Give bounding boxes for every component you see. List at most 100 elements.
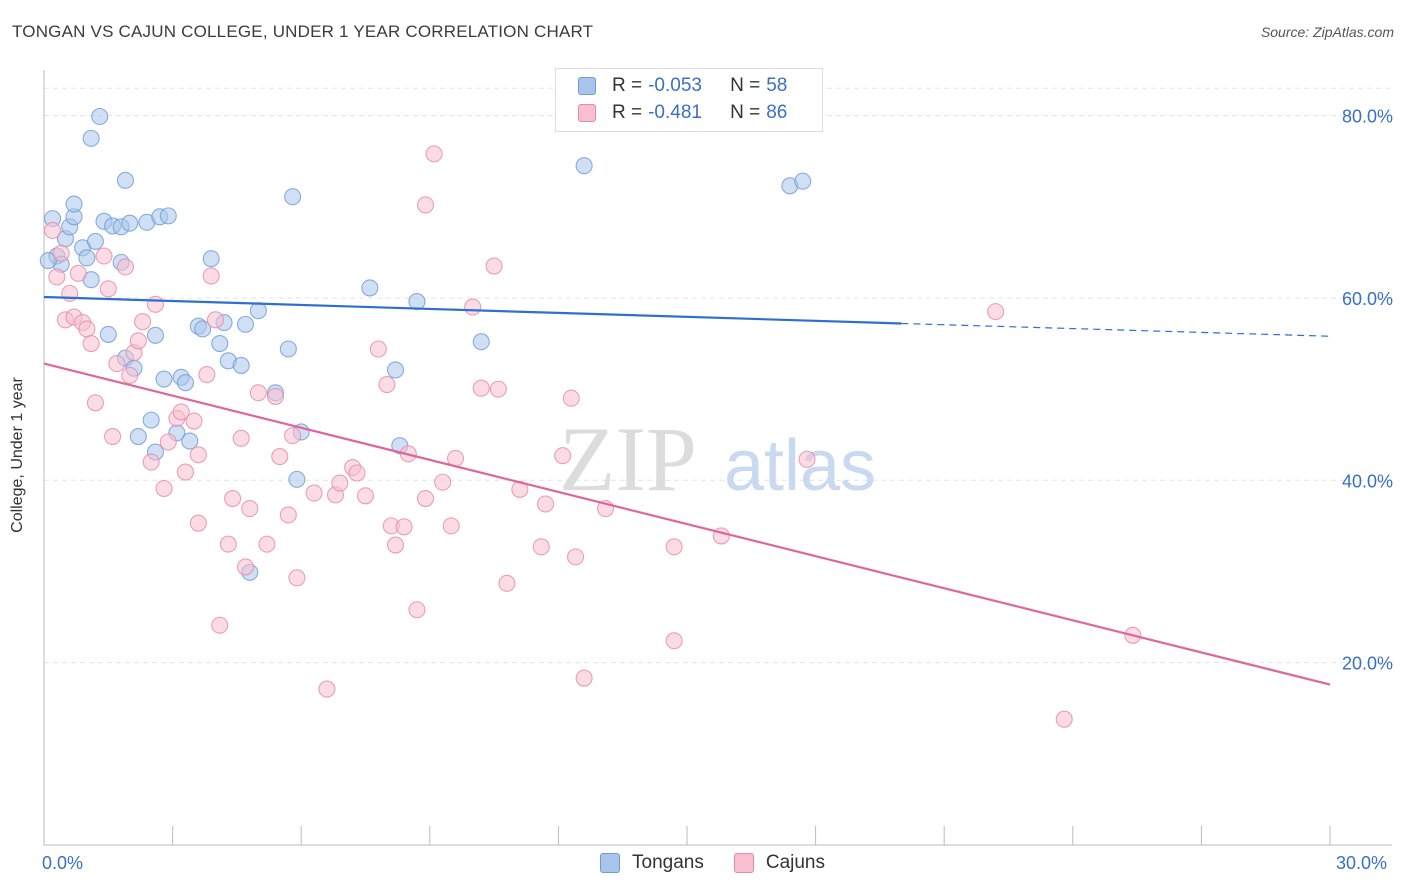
data-point bbox=[485, 257, 503, 275]
data-point bbox=[198, 365, 216, 384]
legend-r-value: -0.481 bbox=[648, 102, 702, 123]
y-tick-labels: 20.0% 40.0% 60.0% 80.0% bbox=[1342, 107, 1393, 674]
legend-n-label: N = bbox=[730, 102, 761, 123]
data-point bbox=[189, 514, 207, 532]
data-point bbox=[116, 171, 134, 189]
data-point bbox=[189, 446, 207, 464]
data-point bbox=[129, 332, 147, 350]
legend-swatch-cajuns bbox=[578, 104, 596, 122]
bottom-legend-label-tongans: Tongans bbox=[632, 852, 704, 873]
data-point bbox=[288, 569, 306, 587]
data-point bbox=[575, 669, 593, 687]
data-point bbox=[155, 370, 173, 388]
data-point bbox=[224, 489, 242, 508]
data-point bbox=[305, 484, 323, 502]
legend-row-cajuns: R = -0.481 N = 86 bbox=[578, 101, 787, 125]
data-point bbox=[798, 450, 816, 468]
legend-n-value: 58 bbox=[766, 75, 788, 96]
legend-n-label: N = bbox=[730, 75, 761, 96]
data-point bbox=[284, 427, 302, 445]
data-point bbox=[86, 232, 104, 250]
data-point bbox=[91, 107, 109, 126]
data-point bbox=[266, 387, 285, 405]
data-point bbox=[121, 366, 139, 384]
bottom-legend-label-cajuns: Cajuns bbox=[765, 852, 825, 873]
data-point bbox=[386, 361, 405, 379]
data-point bbox=[155, 479, 173, 498]
data-point bbox=[575, 157, 593, 175]
data-point bbox=[48, 268, 66, 286]
data-point bbox=[532, 538, 550, 556]
legend: R = -0.053 N = 58 R = -0.481 N = 86 bbox=[555, 68, 823, 132]
data-point bbox=[987, 303, 1005, 321]
data-point bbox=[146, 295, 165, 313]
data-point bbox=[104, 427, 122, 446]
data-point bbox=[369, 340, 387, 358]
data-point bbox=[241, 500, 259, 518]
legend-r-label: R = bbox=[612, 75, 643, 96]
data-point bbox=[108, 355, 126, 373]
data-point bbox=[386, 536, 405, 554]
data-point bbox=[498, 574, 516, 592]
y-axis-label: College, Under 1 year bbox=[9, 377, 26, 533]
data-point bbox=[159, 433, 177, 451]
bottom-legend-swatch-cajuns bbox=[733, 853, 754, 873]
data-point bbox=[142, 453, 160, 471]
data-point bbox=[284, 188, 302, 206]
data-point bbox=[1055, 710, 1073, 728]
data-point bbox=[99, 280, 117, 298]
data-point bbox=[211, 616, 229, 634]
bottom-legend-tongans[interactable]: Tongans bbox=[600, 852, 704, 874]
bottom-legend-cajuns[interactable]: Cajuns bbox=[733, 852, 825, 874]
data-point bbox=[142, 411, 160, 429]
data-point bbox=[331, 474, 349, 492]
trend-line-cajuns bbox=[43, 362, 1331, 686]
data-point bbox=[236, 315, 255, 333]
legend-swatch-tongans bbox=[578, 77, 596, 95]
x-tick-label-max: 30.0% bbox=[1336, 853, 1388, 873]
data-point bbox=[665, 632, 683, 650]
bottom-legend-swatch-tongans bbox=[600, 853, 620, 873]
data-point bbox=[258, 535, 276, 553]
data-point bbox=[318, 680, 336, 698]
legend-row-tongans: R = -0.053 N = 58 bbox=[578, 74, 787, 98]
data-point bbox=[99, 325, 117, 343]
data-point bbox=[416, 196, 435, 214]
data-point bbox=[185, 412, 203, 430]
legend-n-value: 86 bbox=[766, 102, 788, 123]
data-point bbox=[232, 429, 250, 447]
data-point bbox=[279, 506, 297, 524]
data-point bbox=[236, 558, 255, 576]
data-point bbox=[554, 447, 572, 465]
data-point bbox=[395, 518, 413, 536]
data-point bbox=[176, 374, 195, 392]
y-tick-label: 40.0% bbox=[1342, 471, 1393, 491]
data-point bbox=[425, 145, 443, 163]
data-point bbox=[219, 535, 237, 553]
data-point bbox=[232, 356, 250, 374]
data-point bbox=[181, 432, 199, 450]
legend-r-value: -0.053 bbox=[648, 75, 702, 96]
data-point bbox=[82, 129, 100, 147]
data-point bbox=[202, 267, 220, 285]
data-point bbox=[361, 279, 379, 297]
data-point bbox=[194, 320, 212, 338]
data-point bbox=[52, 244, 70, 262]
data-point bbox=[78, 320, 96, 338]
data-point bbox=[159, 207, 177, 225]
data-point bbox=[665, 538, 683, 556]
data-point bbox=[202, 250, 220, 268]
chart-title: TONGAN VS CAJUN COLLEGE, UNDER 1 YEAR CO… bbox=[12, 22, 594, 41]
data-point bbox=[271, 448, 289, 466]
data-point bbox=[211, 334, 229, 353]
y-tick-label: 60.0% bbox=[1342, 289, 1393, 309]
data-point bbox=[566, 548, 585, 566]
data-point bbox=[378, 376, 396, 394]
x-tick-label-min: 0.0% bbox=[42, 853, 84, 873]
data-point bbox=[121, 214, 139, 232]
trend-line-tongans bbox=[43, 295, 902, 325]
data-point bbox=[249, 384, 267, 402]
data-point bbox=[206, 311, 225, 329]
data-point bbox=[472, 379, 490, 397]
